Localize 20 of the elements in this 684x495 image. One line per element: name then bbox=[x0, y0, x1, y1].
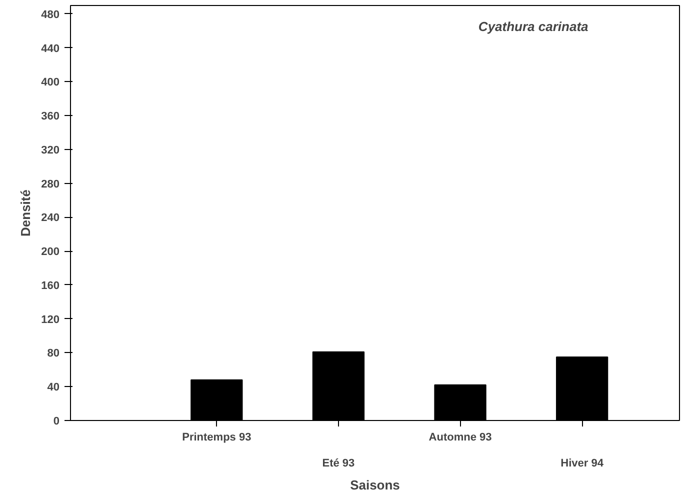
y-tick-label: 440 bbox=[41, 42, 60, 55]
x-tick-label: Automne 93 bbox=[428, 432, 492, 444]
text: Cyathura carinata bbox=[478, 18, 588, 34]
y-tick-label: 160 bbox=[41, 280, 60, 292]
y-tick-label: 200 bbox=[41, 246, 60, 258]
y-axis-title: Densité bbox=[18, 190, 34, 236]
y-tick-label: 40 bbox=[47, 382, 60, 394]
y-tick-label: 240 bbox=[41, 212, 60, 224]
y-tick-label: 0 bbox=[53, 416, 60, 428]
y-tick-label: 320 bbox=[41, 144, 60, 156]
y-tick-label: 480 bbox=[41, 8, 60, 21]
x-axis-title: Saisons bbox=[350, 478, 400, 492]
y-tick-label: 80 bbox=[47, 348, 60, 360]
x-tick-label: Hiver 94 bbox=[560, 458, 604, 470]
y-tick-label: 360 bbox=[41, 110, 60, 123]
x-tick-label: Eté 93 bbox=[322, 458, 355, 470]
y-tick-label: 280 bbox=[41, 178, 60, 190]
x-tick-label: Printemps 93 bbox=[182, 432, 252, 444]
y-tick-label: 400 bbox=[41, 76, 60, 89]
y-tick-label: 120 bbox=[41, 314, 60, 326]
